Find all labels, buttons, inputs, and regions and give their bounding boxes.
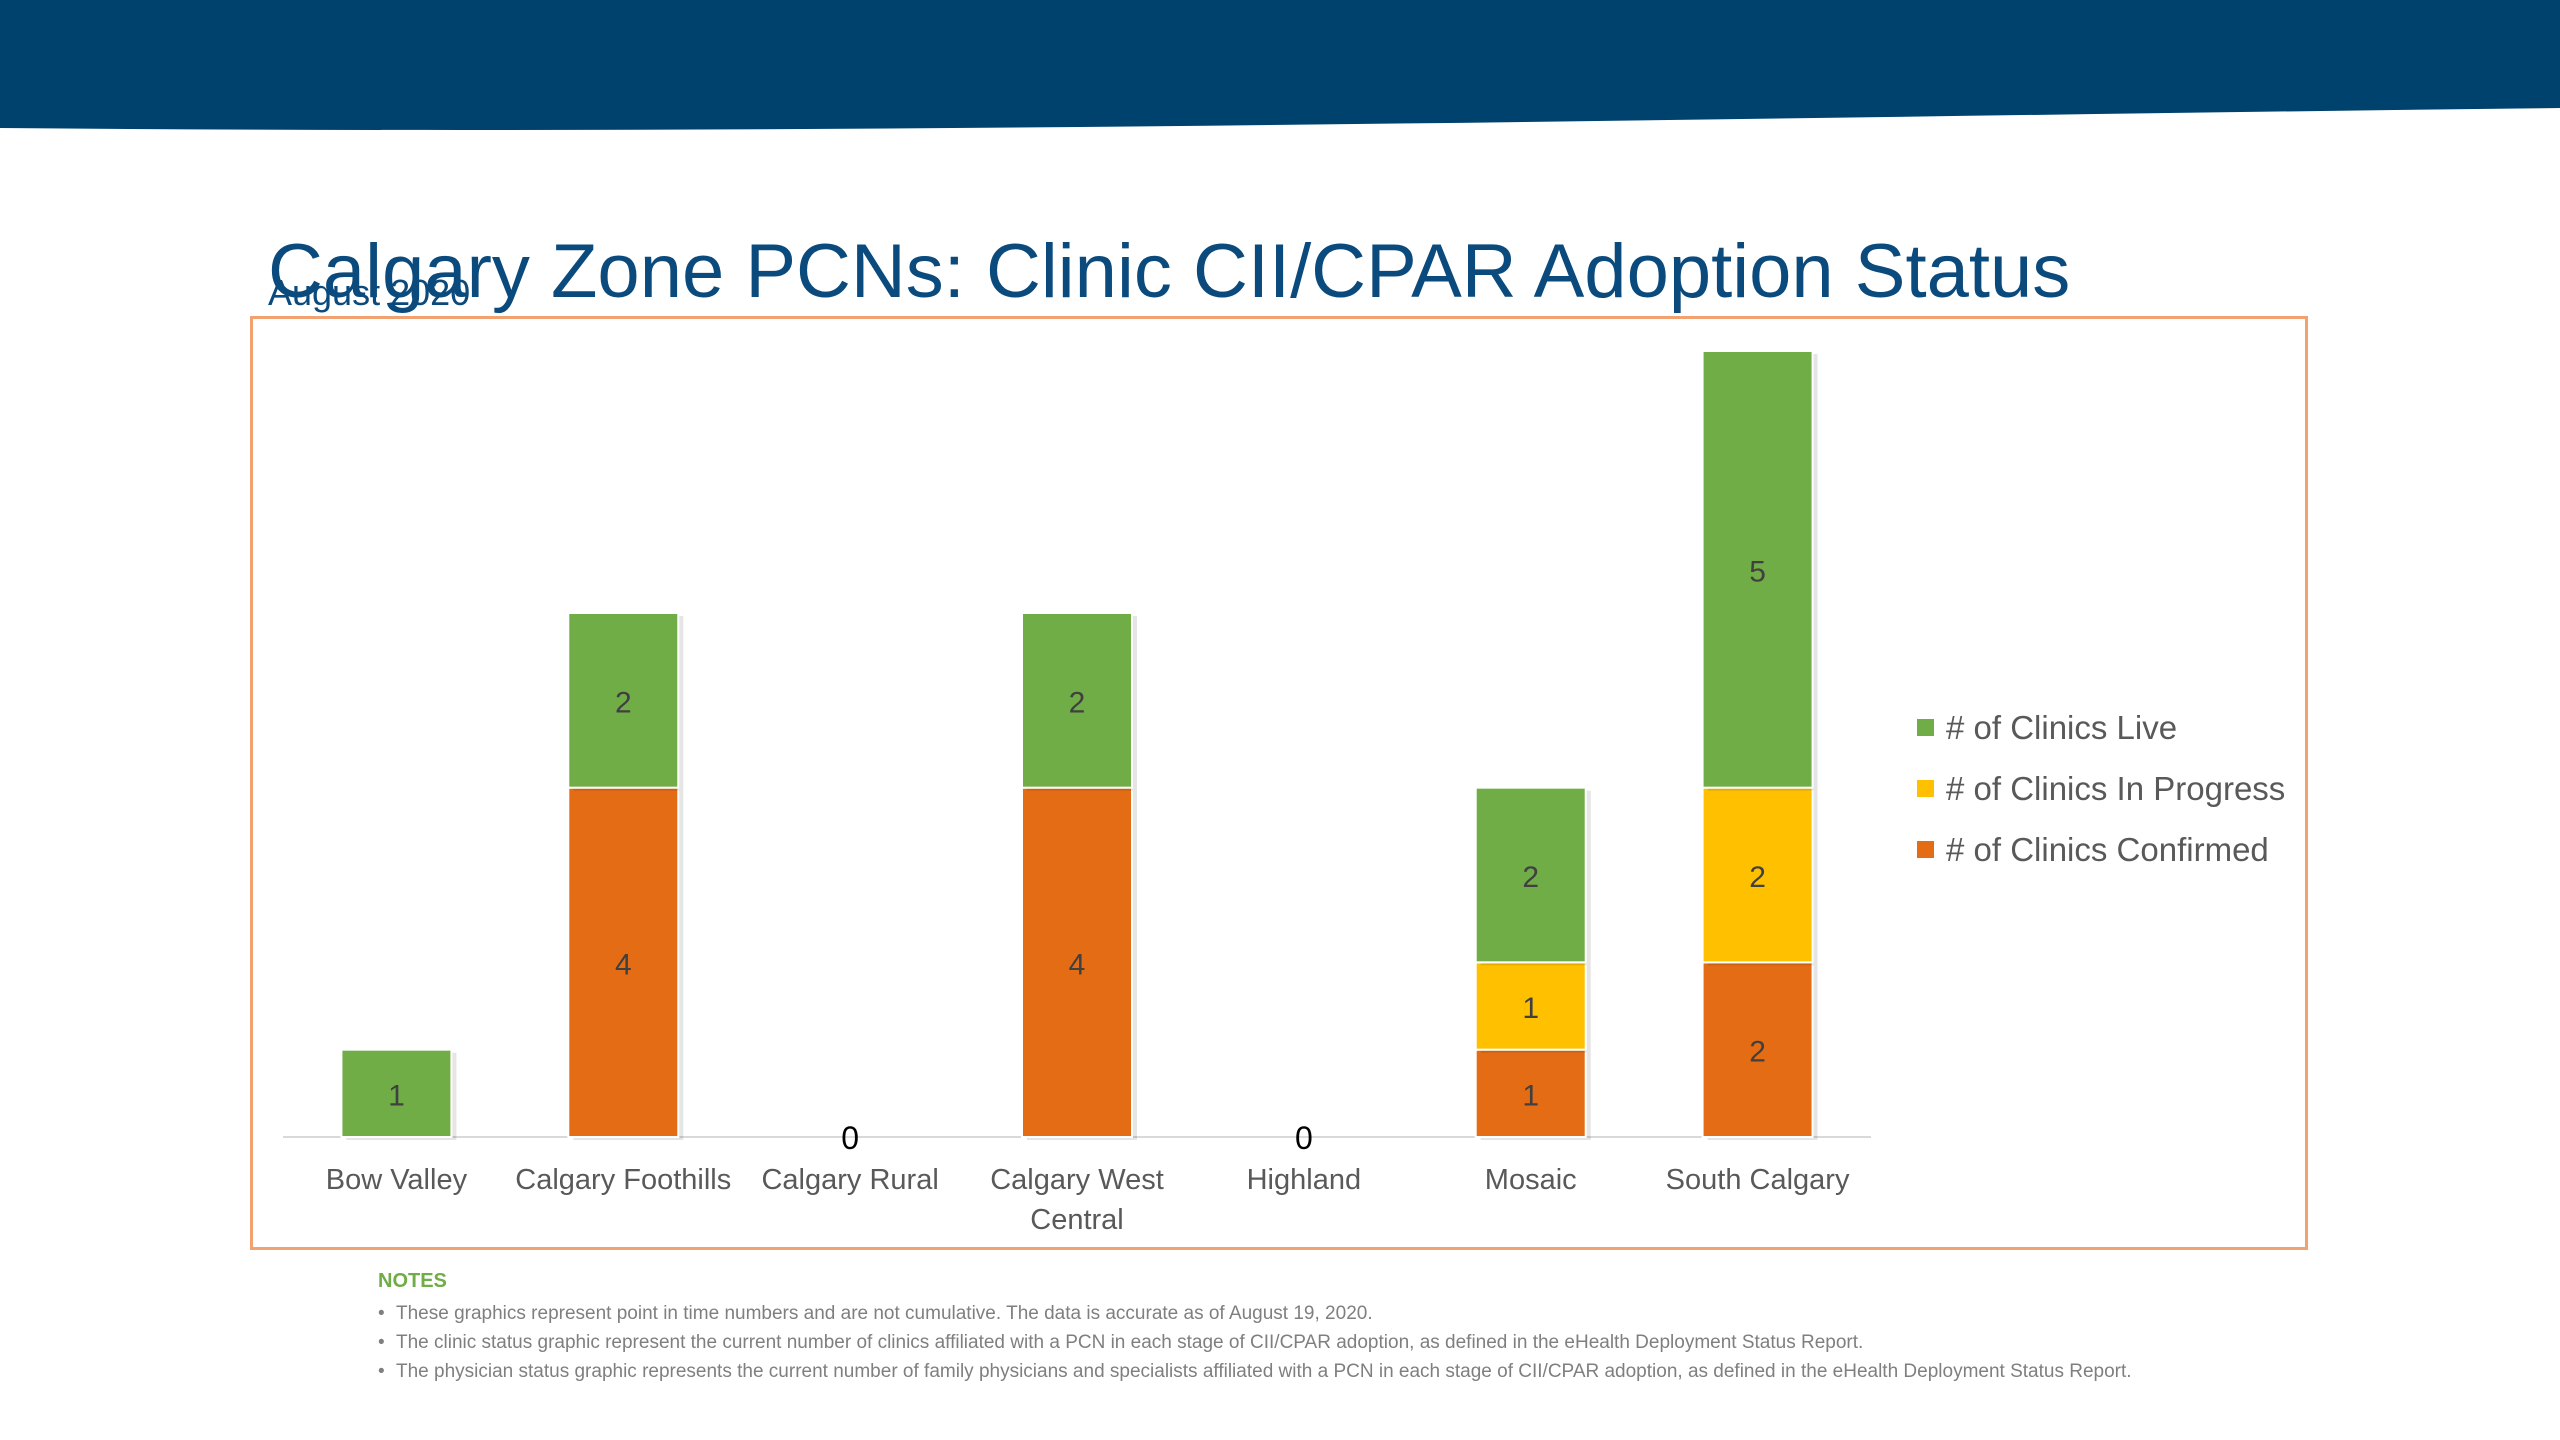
notes-list: These graphics represent point in time n…: [378, 1299, 2178, 1386]
note-item: These graphics represent point in time n…: [378, 1299, 2178, 1328]
x-tick-label: Bow Valley: [326, 1164, 468, 1196]
bar-segment: [1474, 1048, 1587, 1139]
data-label: 1: [1522, 1079, 1539, 1112]
bar-segment: [1021, 612, 1133, 789]
page-subtitle: August 2020: [268, 272, 471, 313]
chart-frame: 1 Bow Valley 4 2 Calgary Foothills 0 Calgary R…: [250, 316, 2308, 1250]
x-tick-label: Central: [1030, 1204, 1124, 1236]
x-tick-label: Calgary Foothills: [515, 1164, 731, 1196]
bar-segment: [1701, 786, 1814, 964]
x-tick-label: Calgary West: [990, 1164, 1164, 1196]
bar-segment: [340, 1048, 453, 1139]
legend-swatch: [1917, 719, 1934, 736]
data-label: 2: [1749, 1036, 1766, 1069]
legend-item: # of Clinics Confirmed: [1917, 819, 2285, 880]
legend-item: # of Clinics In Progress: [1917, 758, 2285, 819]
legend-label: # of Clinics Live: [1946, 708, 2178, 746]
bar-segment: [567, 786, 680, 1138]
x-tick-label: Mosaic: [1485, 1164, 1577, 1196]
bar-segment: [567, 612, 680, 789]
legend-swatch: [1917, 841, 1934, 858]
zero-label: 0: [1295, 1120, 1313, 1156]
legend-label: # of Clinics Confirmed: [1946, 830, 2269, 868]
bar-segment: [1701, 961, 1814, 1138]
bar-segment: [1701, 350, 1814, 789]
data-label: 5: [1749, 555, 1766, 588]
data-label: 4: [1069, 948, 1086, 981]
data-label: 1: [1522, 992, 1539, 1025]
legend-label: # of Clinics In Progress: [1946, 769, 2286, 807]
bar-segment: [1474, 786, 1587, 964]
data-label: 2: [1749, 861, 1766, 894]
legend-item: # of Clinics Live: [1917, 697, 2285, 758]
data-label: 1: [388, 1079, 405, 1112]
zero-label: 0: [841, 1120, 859, 1156]
chart-legend: # of Clinics Live # of Clinics In Progres…: [1917, 697, 2285, 880]
note-item: The clinic status graphic represent the …: [378, 1328, 2178, 1357]
bar-segment: [1021, 786, 1133, 1138]
legend-swatch: [1917, 780, 1934, 797]
note-item: The physician status graphic represents …: [378, 1357, 2178, 1386]
x-tick-label: Highland: [1247, 1164, 1361, 1196]
notes-heading: NOTES: [378, 1270, 447, 1292]
x-tick-label: Calgary Rural: [761, 1164, 938, 1196]
banner-navy-band: [0, 0, 2560, 130]
bar-segment: [1474, 961, 1587, 1051]
data-label: 2: [615, 686, 632, 719]
data-label: 2: [1522, 861, 1539, 894]
banner-white-curve: [0, 138, 2560, 170]
stacked-bar-chart: 1 Bow Valley 4 2 Calgary Foothills 0 Calgary R…: [283, 350, 1871, 1236]
data-label: 2: [1069, 686, 1086, 719]
page-title: Calgary Zone PCNs: Clinic CII/CPAR Adopt…: [268, 228, 2071, 314]
notes-section: NOTES These graphics represent point in …: [378, 1270, 2178, 1386]
x-tick-label: South Calgary: [1666, 1164, 1850, 1196]
data-label: 4: [615, 948, 632, 981]
header-banner: [0, 0, 2560, 170]
